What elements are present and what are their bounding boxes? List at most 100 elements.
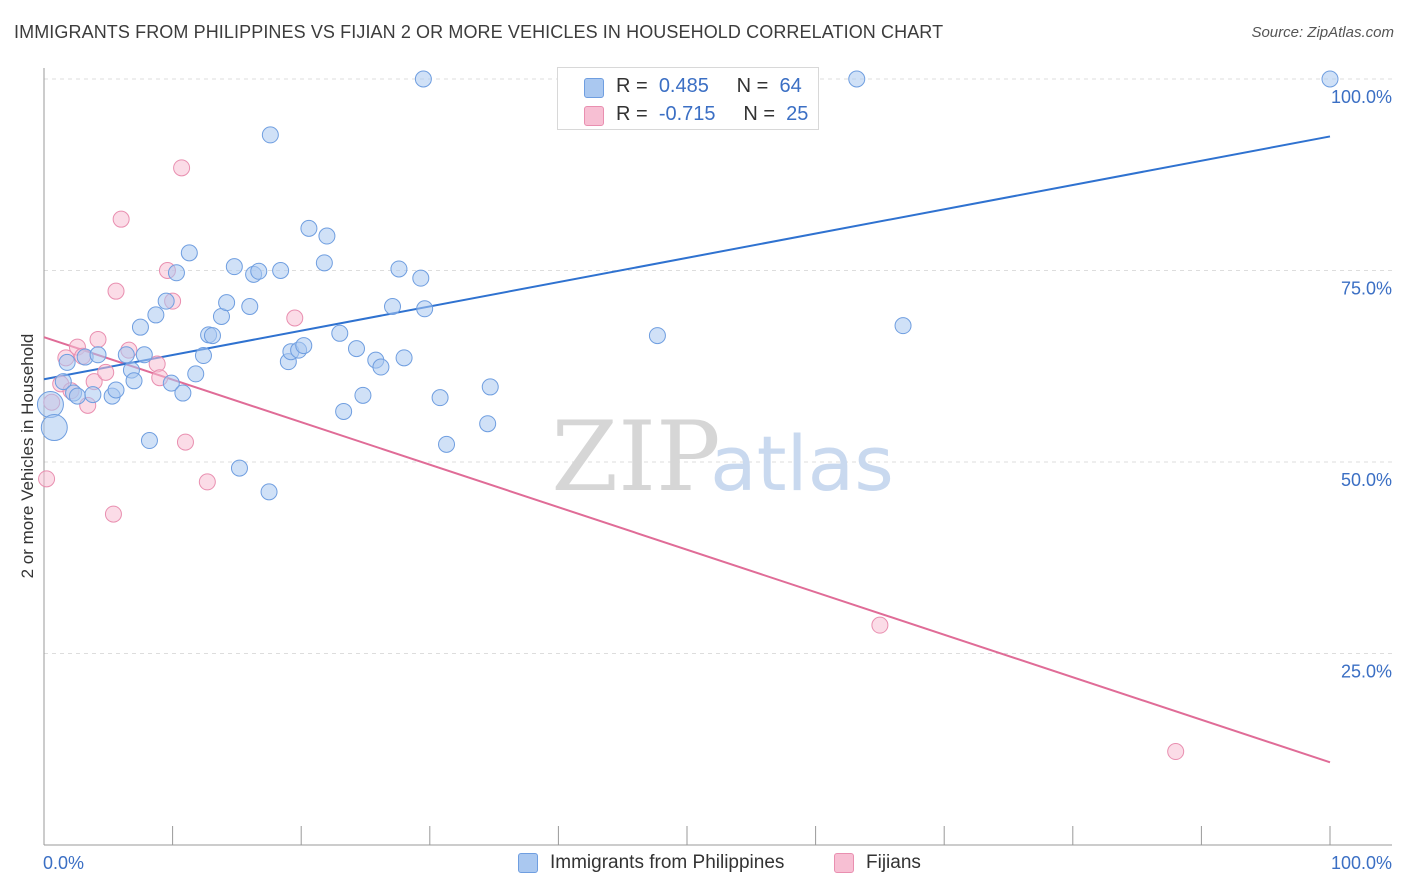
philippines-point xyxy=(412,269,430,287)
philippines-point xyxy=(117,346,135,364)
fijians-point xyxy=(871,616,889,634)
philippines-trend-line xyxy=(43,135,1331,381)
fijians-point xyxy=(107,282,125,300)
philippines-point xyxy=(438,435,456,453)
chart-title: IMMIGRANTS FROM PHILIPPINES VS FIJIAN 2 … xyxy=(14,22,944,42)
philippines-legend-swatch xyxy=(518,853,538,873)
philippines-point xyxy=(135,346,153,364)
grid xyxy=(44,78,1392,654)
watermark: ZIP atlas xyxy=(551,401,893,513)
philippines-point xyxy=(147,306,165,324)
fijians-point xyxy=(97,363,115,381)
philippines-point xyxy=(272,262,290,279)
fijians-point xyxy=(198,473,216,491)
philippines-point xyxy=(174,384,192,402)
fijians-point xyxy=(104,505,122,523)
watermark-zip: ZIP xyxy=(551,401,720,513)
series-legend: Immigrants from Philippines Fijians xyxy=(0,852,1406,878)
philippines-point xyxy=(167,264,185,282)
fijians-point xyxy=(89,330,107,348)
x-tick-label: 0.0% xyxy=(43,853,84,873)
philippines-point xyxy=(230,459,248,477)
philippines-point xyxy=(416,300,434,318)
philippines-point xyxy=(481,378,499,396)
philippines-legend-label: Immigrants from Philippines xyxy=(550,852,785,873)
y-tick-label: 25.0% xyxy=(1341,662,1392,682)
n-label: N = xyxy=(736,75,769,97)
fijians-point xyxy=(38,470,56,488)
fijians-point xyxy=(173,159,191,177)
n-label: N = xyxy=(743,103,776,125)
philippines-point xyxy=(295,337,313,355)
philippines-point xyxy=(648,327,666,345)
philippines-point xyxy=(107,381,125,399)
r-label: R = xyxy=(616,103,648,125)
axes xyxy=(43,68,1392,846)
philippines-point xyxy=(68,387,86,405)
r-label: R = xyxy=(616,75,648,97)
fijians-legend-swatch xyxy=(834,853,854,873)
philippines-point xyxy=(331,324,349,342)
philippines-point xyxy=(347,340,365,358)
philippines-point xyxy=(40,414,68,442)
philippines-points xyxy=(36,70,1339,501)
philippines-point xyxy=(414,70,432,88)
philippines-point xyxy=(89,346,107,364)
philippines-point xyxy=(241,298,259,316)
philippines-point xyxy=(180,244,198,262)
philippines-point xyxy=(84,386,102,404)
philippines-point xyxy=(260,483,278,501)
philippines-point xyxy=(203,327,221,345)
trend-lines xyxy=(43,135,1331,764)
philippines-point xyxy=(218,294,236,312)
philippines-point xyxy=(318,227,336,245)
philippines-point xyxy=(1321,70,1339,88)
philippines-point xyxy=(261,126,279,144)
philippines-point xyxy=(250,262,268,280)
fijians-point xyxy=(176,433,194,451)
philippines-point xyxy=(300,219,318,237)
philippines-point xyxy=(384,298,402,316)
philippines-n-value: 64 xyxy=(779,75,802,97)
fijians-n-value: 25 xyxy=(786,103,809,125)
y-tick-label: 50.0% xyxy=(1341,470,1392,490)
philippines-point xyxy=(354,386,372,404)
philippines-point xyxy=(125,372,143,390)
philippines-point xyxy=(54,373,72,391)
x-tick-label: 100.0% xyxy=(1331,853,1392,873)
philippines-point xyxy=(390,260,408,278)
tick-labels: 25.0% 50.0% 75.0% 100.0% 0.0% 100.0% xyxy=(43,87,1392,873)
philippines-point xyxy=(36,391,64,419)
philippines-point xyxy=(315,254,333,272)
philippines-point xyxy=(131,318,149,336)
source-label: Source: ZipAtlas.com xyxy=(1251,24,1394,41)
fijians-point xyxy=(112,210,130,228)
philippines-point xyxy=(157,292,175,310)
fijians-r-value: -0.715 xyxy=(658,103,716,125)
fijians-trend-line xyxy=(43,336,1331,764)
philippines-point xyxy=(140,432,158,450)
philippines-point xyxy=(194,347,212,365)
philippines-r-value: 0.485 xyxy=(658,75,709,97)
philippines-swatch xyxy=(584,78,604,98)
fijians-point xyxy=(1167,743,1185,761)
stats-legend: R = 0.485 N = 64 R = -0.715 N = 25 xyxy=(557,67,819,130)
y-axis-label: 2 or more Vehicles in Household xyxy=(18,333,37,579)
philippines-point xyxy=(894,317,912,335)
philippines-point xyxy=(225,258,243,276)
philippines-point xyxy=(187,365,205,383)
y-tick-label: 75.0% xyxy=(1341,279,1392,299)
philippines-point xyxy=(479,415,497,433)
philippines-point xyxy=(335,402,353,420)
philippines-point xyxy=(372,358,390,376)
watermark-atlas: atlas xyxy=(710,419,894,508)
fijians-legend-label: Fijians xyxy=(866,852,921,873)
philippines-point xyxy=(58,353,76,371)
philippines-point xyxy=(395,349,413,367)
philippines-point xyxy=(162,374,180,392)
fijians-point xyxy=(286,309,304,327)
philippines-point xyxy=(848,70,866,88)
philippines-point xyxy=(431,389,449,407)
y-tick-label: 100.0% xyxy=(1331,87,1392,107)
